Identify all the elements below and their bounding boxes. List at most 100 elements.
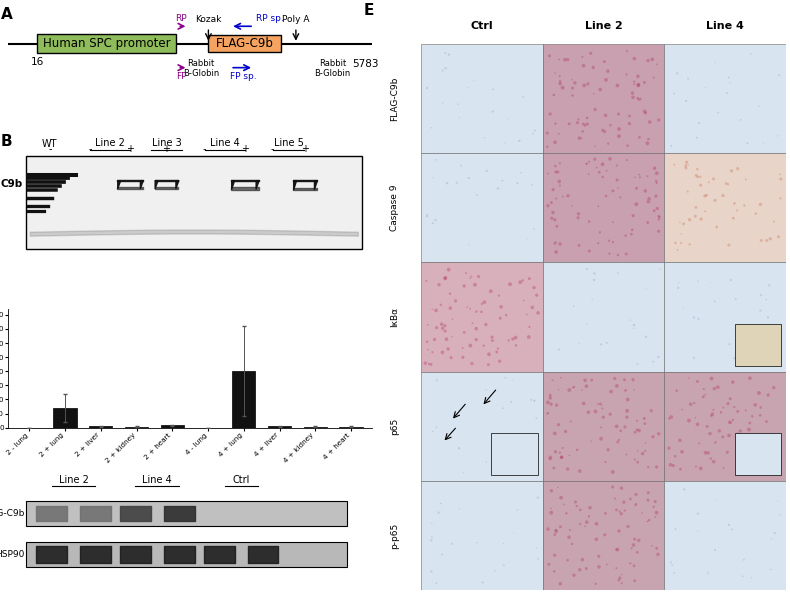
Point: [441, 178, 453, 188]
Point: [615, 483, 628, 493]
Point: [589, 406, 602, 416]
Point: [442, 344, 454, 354]
Point: [545, 486, 558, 495]
Point: [605, 387, 618, 396]
Point: [580, 319, 592, 329]
Point: [596, 160, 609, 169]
Point: [611, 421, 623, 431]
Point: [427, 219, 439, 228]
Point: [595, 400, 608, 409]
Point: [421, 337, 434, 346]
Point: [598, 57, 611, 66]
Point: [576, 555, 589, 564]
Point: [705, 454, 717, 463]
Point: [529, 126, 541, 135]
Point: [665, 141, 678, 151]
Point: [611, 161, 623, 170]
Point: [586, 294, 599, 304]
Point: [458, 328, 471, 337]
Point: [653, 211, 665, 221]
Point: [709, 59, 721, 69]
Point: [755, 235, 768, 245]
Point: [675, 238, 687, 247]
Point: [631, 425, 644, 434]
Point: [689, 212, 702, 221]
Point: [495, 302, 507, 312]
Point: [544, 393, 557, 403]
Point: [774, 174, 787, 184]
Point: [585, 375, 598, 385]
Point: [691, 277, 704, 286]
Point: [592, 551, 605, 561]
Point: [620, 70, 633, 79]
Point: [627, 324, 640, 333]
Text: FLAG-C9b: FLAG-C9b: [216, 37, 274, 50]
Point: [610, 563, 623, 573]
Point: [554, 181, 566, 190]
Point: [653, 265, 666, 274]
Point: [457, 343, 469, 353]
Point: [545, 508, 558, 517]
Point: [577, 399, 590, 408]
Point: [701, 422, 713, 432]
Point: [707, 405, 720, 415]
Point: [639, 108, 652, 118]
Text: Rabbit
B-Globin: Rabbit B-Globin: [183, 59, 220, 79]
Point: [760, 417, 773, 426]
Point: [570, 501, 583, 511]
Point: [513, 136, 525, 145]
Point: [476, 578, 489, 587]
Point: [691, 526, 704, 536]
Bar: [664, 153, 786, 262]
Point: [532, 554, 544, 564]
Point: [603, 236, 615, 246]
Point: [705, 278, 717, 287]
Point: [547, 463, 560, 473]
Text: -: -: [88, 144, 92, 154]
Point: [550, 247, 562, 257]
Bar: [303, 427, 327, 428]
Point: [542, 201, 555, 210]
FancyBboxPatch shape: [37, 34, 175, 53]
Point: [551, 483, 564, 492]
Point: [453, 443, 465, 453]
Point: [530, 290, 543, 300]
Point: [620, 249, 633, 259]
Point: [572, 114, 585, 124]
Point: [506, 334, 519, 344]
Point: [770, 327, 783, 337]
Text: B: B: [1, 134, 12, 149]
Point: [674, 436, 687, 445]
Point: [638, 77, 651, 87]
Point: [574, 565, 586, 575]
Point: [743, 374, 756, 383]
Point: [739, 406, 752, 415]
Point: [526, 303, 539, 312]
Point: [596, 172, 609, 182]
Point: [549, 162, 562, 171]
Point: [619, 422, 631, 432]
Point: [563, 451, 576, 460]
Point: [724, 275, 737, 285]
Point: [572, 213, 585, 222]
Point: [426, 347, 438, 357]
Point: [682, 160, 694, 170]
Point: [625, 544, 638, 553]
Point: [577, 119, 589, 129]
Point: [731, 449, 743, 458]
Point: [464, 274, 476, 283]
Point: [576, 52, 589, 62]
Point: [475, 307, 487, 316]
Point: [683, 373, 695, 383]
Point: [553, 176, 566, 186]
Text: Line 5: Line 5: [273, 138, 303, 148]
Point: [648, 206, 660, 216]
Point: [570, 497, 582, 507]
Point: [579, 522, 592, 531]
Point: [554, 79, 566, 88]
Point: [697, 392, 709, 402]
Point: [614, 573, 626, 583]
Point: [471, 538, 483, 547]
Point: [491, 184, 504, 193]
Point: [717, 464, 730, 473]
